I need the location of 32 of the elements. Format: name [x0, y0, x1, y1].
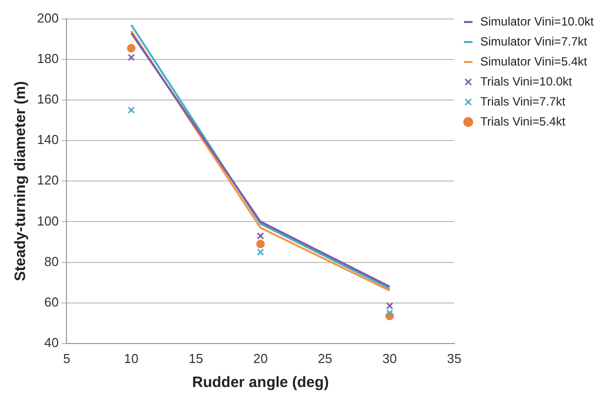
point [386, 302, 394, 310]
legend-label: Trials Vini=5.4kt [480, 114, 566, 128]
y-tick-label: 140 [36, 132, 59, 148]
y-tick-label: 200 [36, 10, 59, 26]
x-axis-title: Rudder angle (deg) [192, 374, 329, 392]
x-tick-label: 10 [124, 350, 139, 366]
point [256, 248, 264, 256]
legend-label: Simulator Vini=7.7kt [480, 34, 588, 48]
legend-label: Trials Vini=10.0kt [480, 74, 573, 88]
point [256, 240, 265, 248]
legend-label: Simulator Vini=10.0kt [480, 14, 594, 28]
x-tick-label: 30 [382, 350, 397, 366]
y-tick-label: 100 [36, 213, 59, 228]
x-tick-label: 25 [318, 350, 332, 366]
legend-label: Trials Vini=7.7kt [480, 94, 566, 108]
y-tick-label: 180 [36, 50, 59, 66]
y-tick-label: 40 [44, 334, 59, 350]
point [128, 106, 135, 114]
y-tick-label: 160 [36, 92, 59, 107]
x-tick-label: 20 [253, 350, 268, 366]
point [256, 232, 264, 240]
x-tick-label: 5 [63, 350, 70, 366]
point [386, 309, 394, 317]
y-tick-label: 80 [44, 254, 59, 269]
y-tick-label: 120 [36, 172, 59, 188]
y-axis-title: Steady-turning diameter (m) [12, 81, 30, 282]
legend-label: Simulator Vini=5.4kt [480, 54, 588, 68]
point [127, 44, 136, 52]
x-tick-label: 15 [188, 350, 204, 366]
point [128, 54, 135, 61]
y-tick-label: 60 [44, 294, 59, 310]
x-tick-label: 35 [447, 350, 462, 366]
